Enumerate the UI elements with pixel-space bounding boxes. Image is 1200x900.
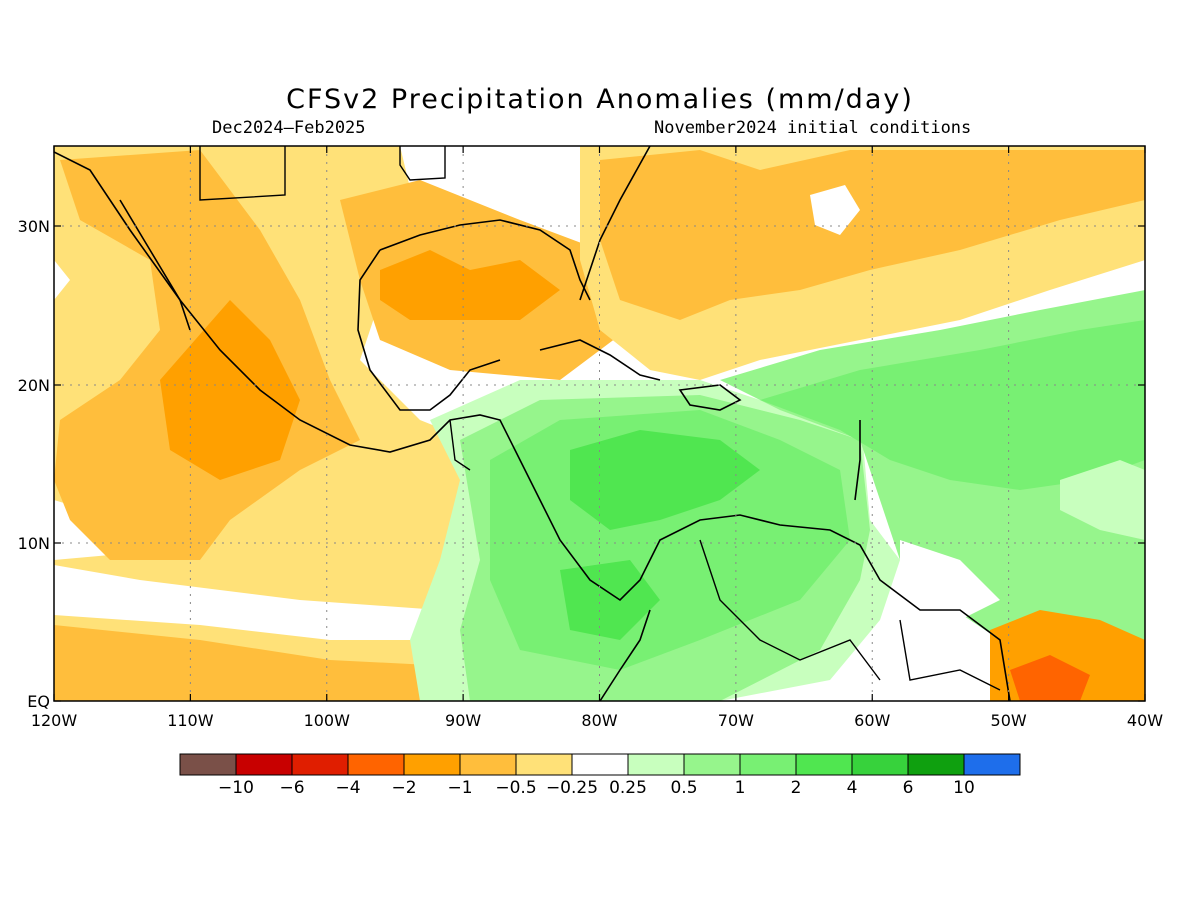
graticule bbox=[54, 146, 1145, 701]
colorbar-swatch bbox=[459, 753, 517, 776]
lon-label: 60W bbox=[854, 711, 890, 730]
colorbar-swatch bbox=[179, 753, 237, 776]
colorbar-label: −10 bbox=[218, 778, 254, 798]
lon-label: 90W bbox=[445, 711, 481, 730]
colorbar-swatch bbox=[571, 753, 629, 776]
dry-brazil-strong bbox=[1010, 655, 1090, 701]
colorbar-label: −0.5 bbox=[495, 778, 536, 798]
colorbar-label: 6 bbox=[903, 778, 914, 798]
colorbar-label: 10 bbox=[953, 778, 975, 798]
lon-label: 110W bbox=[167, 711, 214, 730]
lon-label: 50W bbox=[991, 711, 1027, 730]
colorbar-label: 0.25 bbox=[609, 778, 647, 798]
wet-atlantic-core bbox=[760, 320, 1145, 490]
colorbar-label: 0.5 bbox=[670, 778, 697, 798]
colorbar-swatch bbox=[963, 753, 1021, 776]
lat-label: 20N bbox=[18, 376, 50, 395]
dry-mexico-strong bbox=[160, 300, 300, 480]
wet-caribbean-strong-south bbox=[560, 560, 660, 640]
season-label: Dec2024–Feb2025 bbox=[212, 118, 366, 138]
atlantic-white-pocket bbox=[810, 185, 860, 235]
lat-label: EQ bbox=[27, 692, 50, 711]
initial-conditions-label: November2024 initial conditions bbox=[654, 118, 972, 138]
colorbar-label: 4 bbox=[847, 778, 858, 798]
colorbar-swatch bbox=[907, 753, 965, 776]
lon-label: 70W bbox=[718, 711, 754, 730]
lon-label: 100W bbox=[304, 711, 351, 730]
chart-title: CFSv2 Precipitation Anomalies (mm/day) bbox=[286, 84, 914, 115]
colorbar-swatch bbox=[627, 753, 685, 776]
colorbar-label: −6 bbox=[279, 778, 304, 798]
colorbar-swatch bbox=[347, 753, 405, 776]
lon-label: 40W bbox=[1127, 711, 1163, 730]
colorbar: −10 −6 −4 −2 −1 −0.5 −0.25 0.25 0.5 1 2 4 6 10 bbox=[179, 753, 1021, 798]
colorbar-swatch bbox=[291, 753, 349, 776]
colorbar-label: 2 bbox=[791, 778, 802, 798]
dry-gulf-strong bbox=[380, 250, 560, 320]
atlantic-white-patch bbox=[900, 540, 1000, 620]
colorbar-swatch bbox=[683, 753, 741, 776]
equatorial-white-band bbox=[54, 565, 470, 640]
lon-label: 80W bbox=[581, 711, 617, 730]
colorbar-swatch bbox=[515, 753, 573, 776]
dry-equatorial-band bbox=[54, 625, 440, 701]
wet-caribbean-strong bbox=[570, 430, 760, 530]
colorbar-swatch bbox=[795, 753, 853, 776]
lon-label: 120W bbox=[31, 711, 78, 730]
colorbar-swatch bbox=[739, 753, 797, 776]
axis-labels: 120W 110W 100W 90W 80W 70W 60W 50W 40W 30N 20N 10N E… bbox=[18, 146, 1163, 730]
lat-label: 10N bbox=[18, 534, 50, 553]
colorbar-swatch bbox=[851, 753, 909, 776]
coastlines bbox=[54, 146, 1011, 701]
colorbar-label: −0.25 bbox=[546, 778, 598, 798]
atlantic-pale-patch bbox=[1060, 460, 1145, 540]
colorbar-label: −2 bbox=[391, 778, 416, 798]
colorbar-label: 1 bbox=[735, 778, 746, 798]
borders bbox=[199, 146, 1001, 691]
colorbar-swatch bbox=[403, 753, 461, 776]
colorbar-label: −1 bbox=[447, 778, 472, 798]
lat-label: 30N bbox=[18, 217, 50, 236]
colorbar-swatch bbox=[235, 753, 293, 776]
colorbar-label: −4 bbox=[335, 778, 360, 798]
